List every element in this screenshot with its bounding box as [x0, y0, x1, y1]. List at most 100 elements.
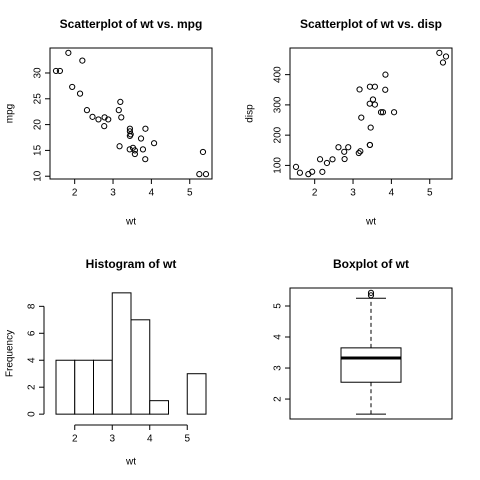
y-axis-label: mpg [5, 104, 16, 123]
x-tick-label: 2 [72, 434, 78, 445]
outlier [367, 292, 375, 299]
point [115, 107, 122, 114]
point [296, 169, 304, 176]
bar [130, 319, 151, 415]
point [367, 124, 374, 131]
point [131, 150, 138, 158]
point [131, 147, 138, 154]
point [305, 171, 312, 178]
point [69, 83, 76, 91]
point [79, 57, 86, 64]
bar [55, 359, 76, 415]
point [442, 53, 450, 60]
point [369, 96, 377, 103]
point [390, 109, 398, 116]
point [117, 98, 124, 105]
y-tick-label: 8 [27, 303, 38, 309]
point [118, 114, 125, 121]
point [341, 155, 348, 163]
point [292, 163, 300, 170]
y-tick-label: 4 [27, 357, 38, 363]
plot-box [49, 47, 213, 180]
point [126, 128, 134, 135]
y-tick-label: 2 [27, 384, 38, 390]
chart-title: Scatterplot of wt vs. disp [300, 17, 442, 31]
y-axis-label: Frequency [5, 330, 16, 377]
point [329, 156, 336, 163]
outlier [367, 289, 375, 296]
point [52, 67, 60, 75]
y-tick-label: 10 [33, 170, 44, 182]
point [345, 144, 352, 151]
y-tick-label: 15 [33, 144, 44, 156]
point [357, 148, 364, 155]
point [309, 168, 316, 175]
y-tick-label: 30 [33, 67, 44, 79]
chart-title: Histogram of wt [86, 257, 177, 271]
point [436, 49, 443, 56]
bar [93, 359, 113, 415]
point [196, 171, 203, 178]
y-tick-label: 200 [273, 126, 284, 143]
point [371, 83, 378, 90]
bar [186, 373, 207, 415]
point [83, 107, 91, 114]
point [150, 140, 158, 147]
point [76, 90, 84, 97]
point [341, 148, 348, 155]
point [137, 135, 145, 142]
y-tick-label: 3 [273, 365, 284, 371]
point [95, 116, 102, 123]
point [116, 143, 123, 150]
y-tick-label: 20 [33, 119, 44, 131]
y-tick-label: 100 [273, 157, 284, 174]
point [379, 109, 387, 116]
bar [149, 400, 169, 415]
x-tick-label: 4 [149, 188, 155, 199]
plot-box [289, 47, 453, 180]
point [126, 132, 134, 140]
y-tick-label: 5 [273, 303, 284, 309]
y-axis-label: disp [245, 104, 256, 123]
chart-title: Boxplot of wt [333, 257, 409, 271]
point [371, 101, 378, 108]
y-tick-label: 25 [33, 93, 44, 105]
point [382, 86, 389, 93]
point [142, 125, 149, 132]
bar [74, 359, 94, 415]
y-tick-label: 6 [27, 330, 38, 336]
x-tick-label: 5 [187, 188, 193, 199]
x-tick-label: 3 [110, 188, 116, 199]
point [316, 156, 324, 163]
box [340, 347, 402, 383]
x-tick-label: 2 [312, 188, 318, 199]
point [126, 125, 134, 132]
y-tick-label: 2 [273, 396, 284, 402]
x-tick-label: 4 [147, 434, 153, 445]
x-axis-label: wt [365, 217, 376, 228]
point [366, 83, 374, 90]
x-tick-label: 3 [350, 188, 356, 199]
point [142, 156, 149, 163]
point [89, 113, 96, 120]
point [439, 59, 447, 66]
point [335, 144, 342, 151]
x-tick-label: 5 [427, 188, 433, 199]
point [377, 109, 385, 116]
point [319, 168, 326, 175]
point [101, 123, 108, 130]
chart-title: Scatterplot of wt vs. mpg [60, 17, 203, 31]
x-axis-label: wt [125, 217, 136, 228]
y-tick-label: 300 [273, 96, 284, 113]
point [356, 86, 363, 93]
y-tick-label: 4 [273, 334, 284, 340]
point [382, 71, 389, 78]
point [366, 141, 374, 149]
x-tick-label: 2 [72, 188, 78, 199]
point [139, 146, 147, 153]
x-tick-label: 4 [389, 188, 395, 199]
point [366, 100, 373, 107]
y-tick-label: 0 [27, 411, 38, 417]
point [355, 149, 362, 157]
